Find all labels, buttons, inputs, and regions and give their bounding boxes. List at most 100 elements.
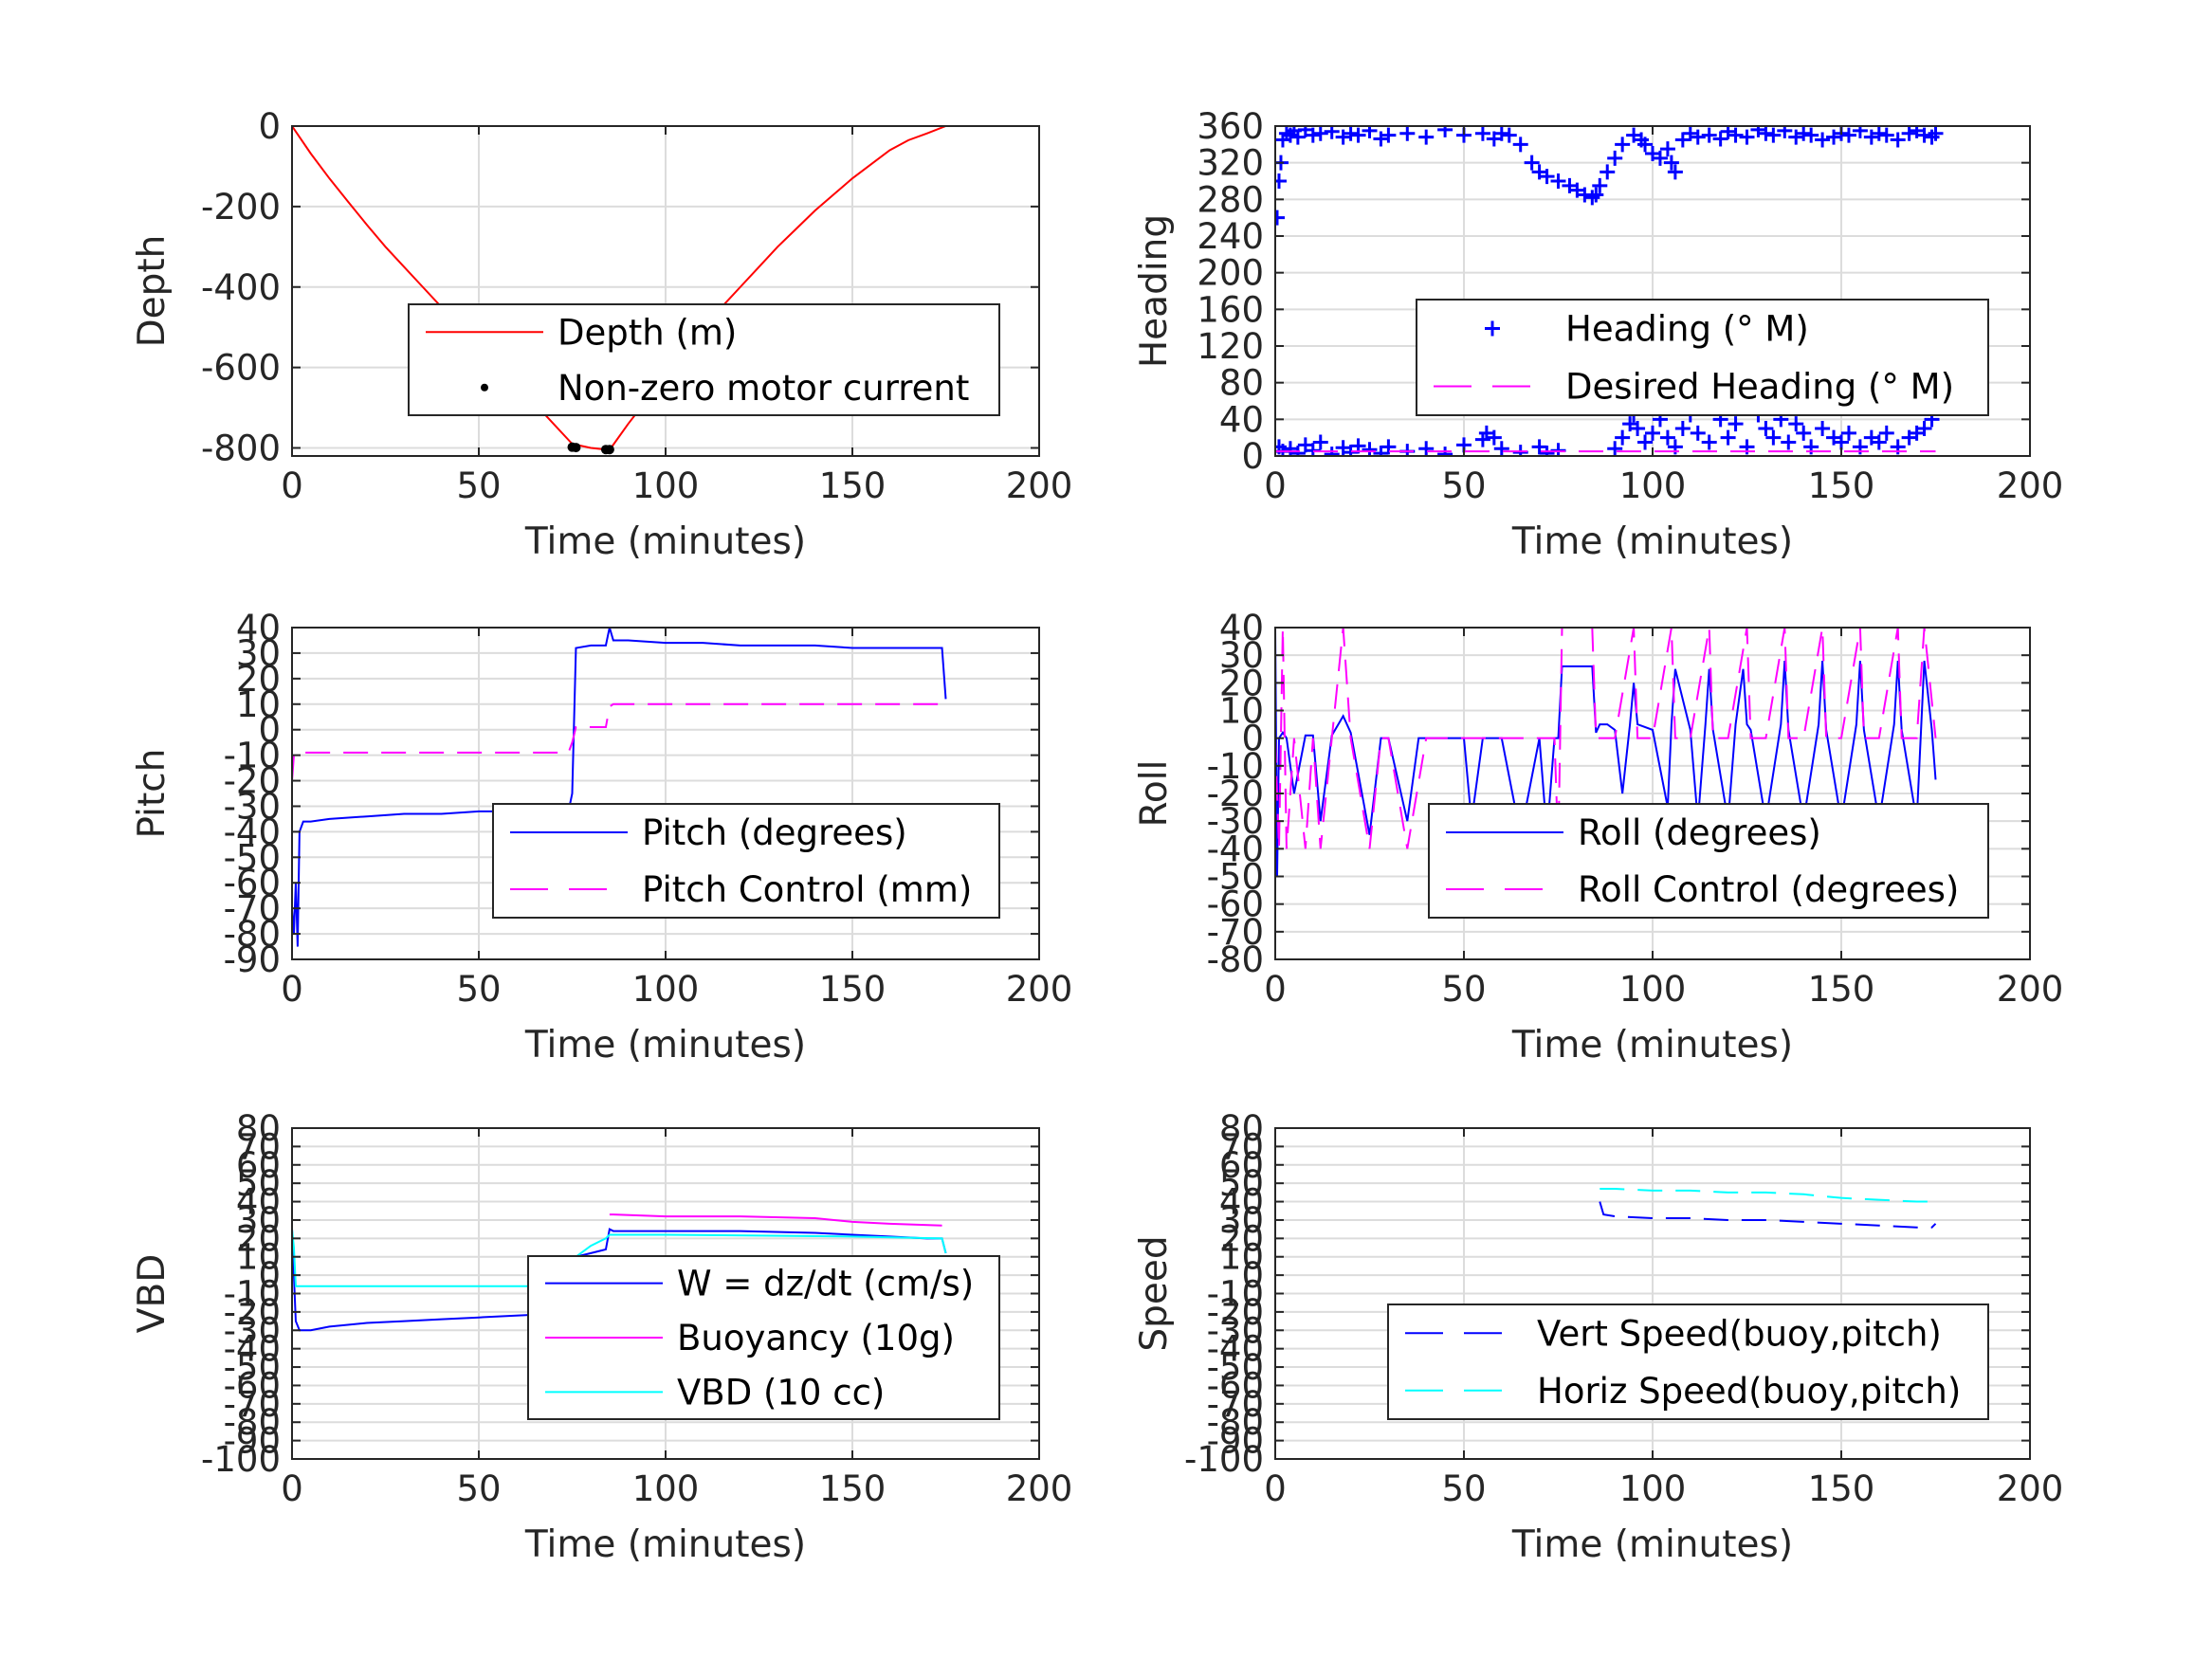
series-heading-m--point bbox=[1701, 127, 1717, 143]
series-heading-m--point bbox=[1667, 164, 1683, 180]
series-heading-m--point bbox=[1362, 442, 1378, 456]
y-tick-label: -20 bbox=[1207, 774, 1264, 814]
y-tick-label: 120 bbox=[1197, 326, 1264, 367]
y-tick-label: -20 bbox=[224, 1292, 281, 1333]
y-tick-label: 70 bbox=[1219, 1126, 1264, 1167]
y-tick-label: -60 bbox=[1207, 1365, 1264, 1406]
y-tick-label: 10 bbox=[1219, 1237, 1264, 1278]
series-heading-m--point bbox=[1781, 434, 1797, 450]
series-heading-m--point bbox=[1493, 441, 1509, 456]
series-heading-m--point bbox=[1840, 127, 1856, 143]
series-heading-m--point bbox=[1645, 425, 1660, 441]
series-heading-m--point bbox=[1739, 129, 1755, 145]
y-tick-label: 30 bbox=[1219, 1200, 1264, 1241]
series-heading-m--point bbox=[1512, 137, 1528, 153]
y-axis-label: Speed bbox=[1133, 1235, 1176, 1351]
series-heading-m--point bbox=[1380, 439, 1397, 455]
y-tick-label: 10 bbox=[1219, 691, 1264, 732]
x-tick-label: 50 bbox=[456, 465, 501, 506]
legend: Depth (m) Non-zero motor current bbox=[408, 303, 1000, 416]
x-tick-label: 200 bbox=[1006, 1468, 1073, 1509]
series-heading-m--point bbox=[1550, 173, 1566, 189]
legend-label: Desired Heading (° M) bbox=[1565, 367, 1954, 408]
series-heading-m--point bbox=[1690, 425, 1706, 441]
x-axis-label: Time (minutes) bbox=[1511, 1523, 1793, 1566]
legend-label: VBD (10 cc) bbox=[677, 1372, 885, 1413]
y-tick-label: -80 bbox=[224, 914, 281, 955]
series-heading-m--point bbox=[1815, 421, 1831, 436]
y-tick-label: -70 bbox=[1207, 912, 1264, 953]
y-tick-label: 70 bbox=[236, 1126, 281, 1167]
series-heading-m--point bbox=[1803, 127, 1819, 143]
y-tick-label: -100 bbox=[201, 1439, 281, 1480]
x-axis-label: Time (minutes) bbox=[524, 1523, 806, 1566]
legend-box bbox=[408, 303, 1000, 416]
legend-box bbox=[1416, 299, 1989, 416]
legend-box bbox=[1387, 1304, 1989, 1420]
y-tick-label: -40 bbox=[224, 1329, 281, 1370]
series-heading-m--point bbox=[1712, 131, 1728, 147]
y-tick-label: -80 bbox=[224, 1402, 281, 1443]
series-heading-m--point bbox=[1765, 429, 1782, 446]
legend-label: Horiz Speed(buoy,pitch) bbox=[1537, 1371, 1961, 1412]
y-tick-label: 80 bbox=[236, 1108, 281, 1149]
series-heading-m--point bbox=[1524, 155, 1540, 171]
y-tick-label: -40 bbox=[1207, 1329, 1264, 1370]
x-tick-label: 0 bbox=[1264, 465, 1287, 506]
series-heading-m--point bbox=[1418, 441, 1435, 456]
x-tick-label: 150 bbox=[819, 465, 887, 506]
y-tick-label: -30 bbox=[1207, 801, 1264, 842]
x-tick-label: 200 bbox=[1006, 969, 1073, 1010]
x-tick-label: 100 bbox=[632, 969, 700, 1010]
series-heading-m--point bbox=[1539, 169, 1555, 185]
y-tick-label: -90 bbox=[224, 939, 281, 980]
x-tick-label: 0 bbox=[1264, 969, 1287, 1010]
series-horiz-speed-buoy-pitch--line bbox=[1600, 1187, 1936, 1203]
x-axis-label: Time (minutes) bbox=[1511, 1024, 1793, 1066]
y-tick-label: 20 bbox=[236, 659, 281, 700]
x-tick-label: 50 bbox=[1441, 465, 1486, 506]
series-heading-m--point bbox=[1758, 421, 1774, 436]
y-tick-label: 50 bbox=[1219, 1163, 1264, 1204]
legend-swatch bbox=[1485, 320, 1500, 337]
legend-box bbox=[1428, 803, 1989, 919]
series-heading-m--point bbox=[1796, 126, 1812, 141]
series-heading-m--point bbox=[1728, 416, 1744, 432]
legend-label: Depth (m) bbox=[558, 312, 737, 353]
series-heading-m--point bbox=[1275, 210, 1285, 226]
y-tick-label: -10 bbox=[1207, 1274, 1264, 1315]
y-tick-label: 0 bbox=[258, 710, 281, 751]
legend: W = dz/dt (cm/s) Buoyancy (10g) VBD (10 cc… bbox=[527, 1255, 1000, 1420]
y-tick-label: -60 bbox=[1207, 884, 1264, 925]
series-heading-m--point bbox=[1834, 434, 1849, 450]
series-heading-m--point bbox=[1486, 429, 1502, 446]
x-tick-label: 150 bbox=[1808, 1468, 1875, 1509]
series-heading-m--point bbox=[1289, 446, 1306, 456]
y-tick-label: -10 bbox=[1207, 746, 1264, 787]
y-tick-label: -40 bbox=[1207, 829, 1264, 869]
series-non-zero-motor-current-point bbox=[571, 443, 581, 453]
series-heading-m--point bbox=[1815, 132, 1831, 148]
legend-label: Vert Speed(buoy,pitch) bbox=[1537, 1313, 1942, 1354]
y-tick-label: 20 bbox=[1219, 1218, 1264, 1259]
x-tick-label: 150 bbox=[1808, 969, 1875, 1010]
y-tick-label: 0 bbox=[1241, 719, 1264, 759]
series-heading-m--point bbox=[1728, 127, 1744, 143]
y-tick-label: 40 bbox=[236, 1182, 281, 1223]
series-heading-m--point bbox=[1399, 126, 1416, 141]
x-tick-label: 50 bbox=[456, 1468, 501, 1509]
y-tick-label: 20 bbox=[1219, 663, 1264, 703]
series-heading-m--point bbox=[1659, 429, 1675, 446]
series-heading-m--point bbox=[1652, 150, 1668, 166]
y-tick-label: 0 bbox=[1241, 436, 1264, 477]
legend-label: Roll (degrees) bbox=[1578, 812, 1821, 853]
legend-label: Roll Control (degrees) bbox=[1578, 869, 1959, 910]
y-tick-label: -90 bbox=[1207, 1421, 1264, 1462]
series-heading-m--point bbox=[1362, 126, 1378, 138]
series-heading-m--point bbox=[1878, 425, 1894, 441]
y-tick-label: 40 bbox=[1219, 399, 1264, 440]
plot-area bbox=[1275, 628, 1937, 877]
y-tick-label: -10 bbox=[224, 1274, 281, 1315]
legend-box bbox=[492, 803, 1000, 919]
